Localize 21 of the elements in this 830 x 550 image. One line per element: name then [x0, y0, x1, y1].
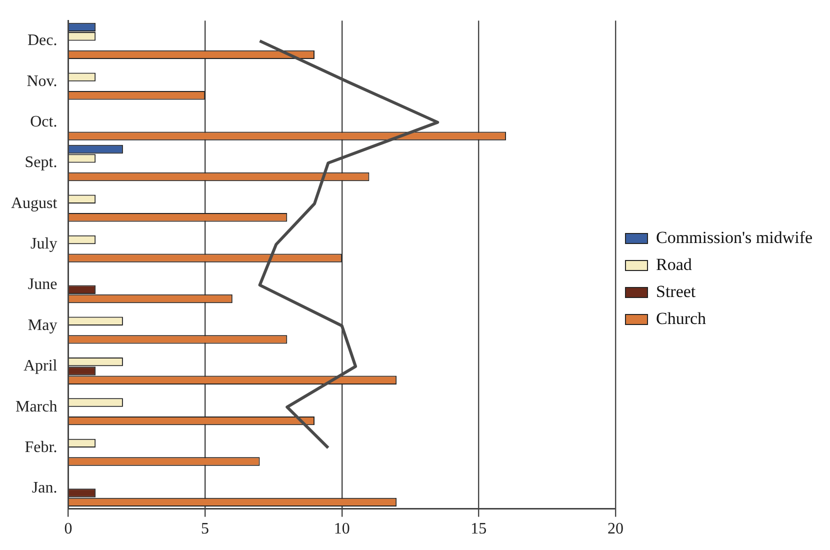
y-tick-label: Jan.	[32, 480, 58, 497]
y-tick-label: August	[10, 194, 58, 212]
x-tick-label: 5	[201, 520, 210, 538]
x-tick-label: 15	[470, 520, 487, 538]
y-tick-label: Nov.	[26, 72, 58, 90]
y-tick-label: March	[15, 398, 58, 416]
y-tick-label: Sept.	[24, 154, 58, 172]
y-tick-label: Oct.	[30, 114, 58, 131]
y-tick-label: Dec.	[27, 32, 58, 50]
x-tick-label: 10	[334, 520, 350, 538]
legend-label: Street	[656, 282, 696, 301]
legend-label: Church	[656, 308, 707, 328]
y-tick-label: Febr.	[24, 438, 58, 456]
y-tick-label: July	[30, 236, 58, 253]
x-tick-label: 0	[64, 520, 72, 538]
y-tick-label: June	[28, 276, 58, 294]
x-tick-label: 20	[608, 520, 624, 538]
legend-label: Road	[656, 254, 692, 274]
legend-label: Commission's midwife	[656, 228, 813, 247]
y-tick-label: April	[23, 358, 58, 375]
y-tick-label: May	[28, 316, 58, 334]
